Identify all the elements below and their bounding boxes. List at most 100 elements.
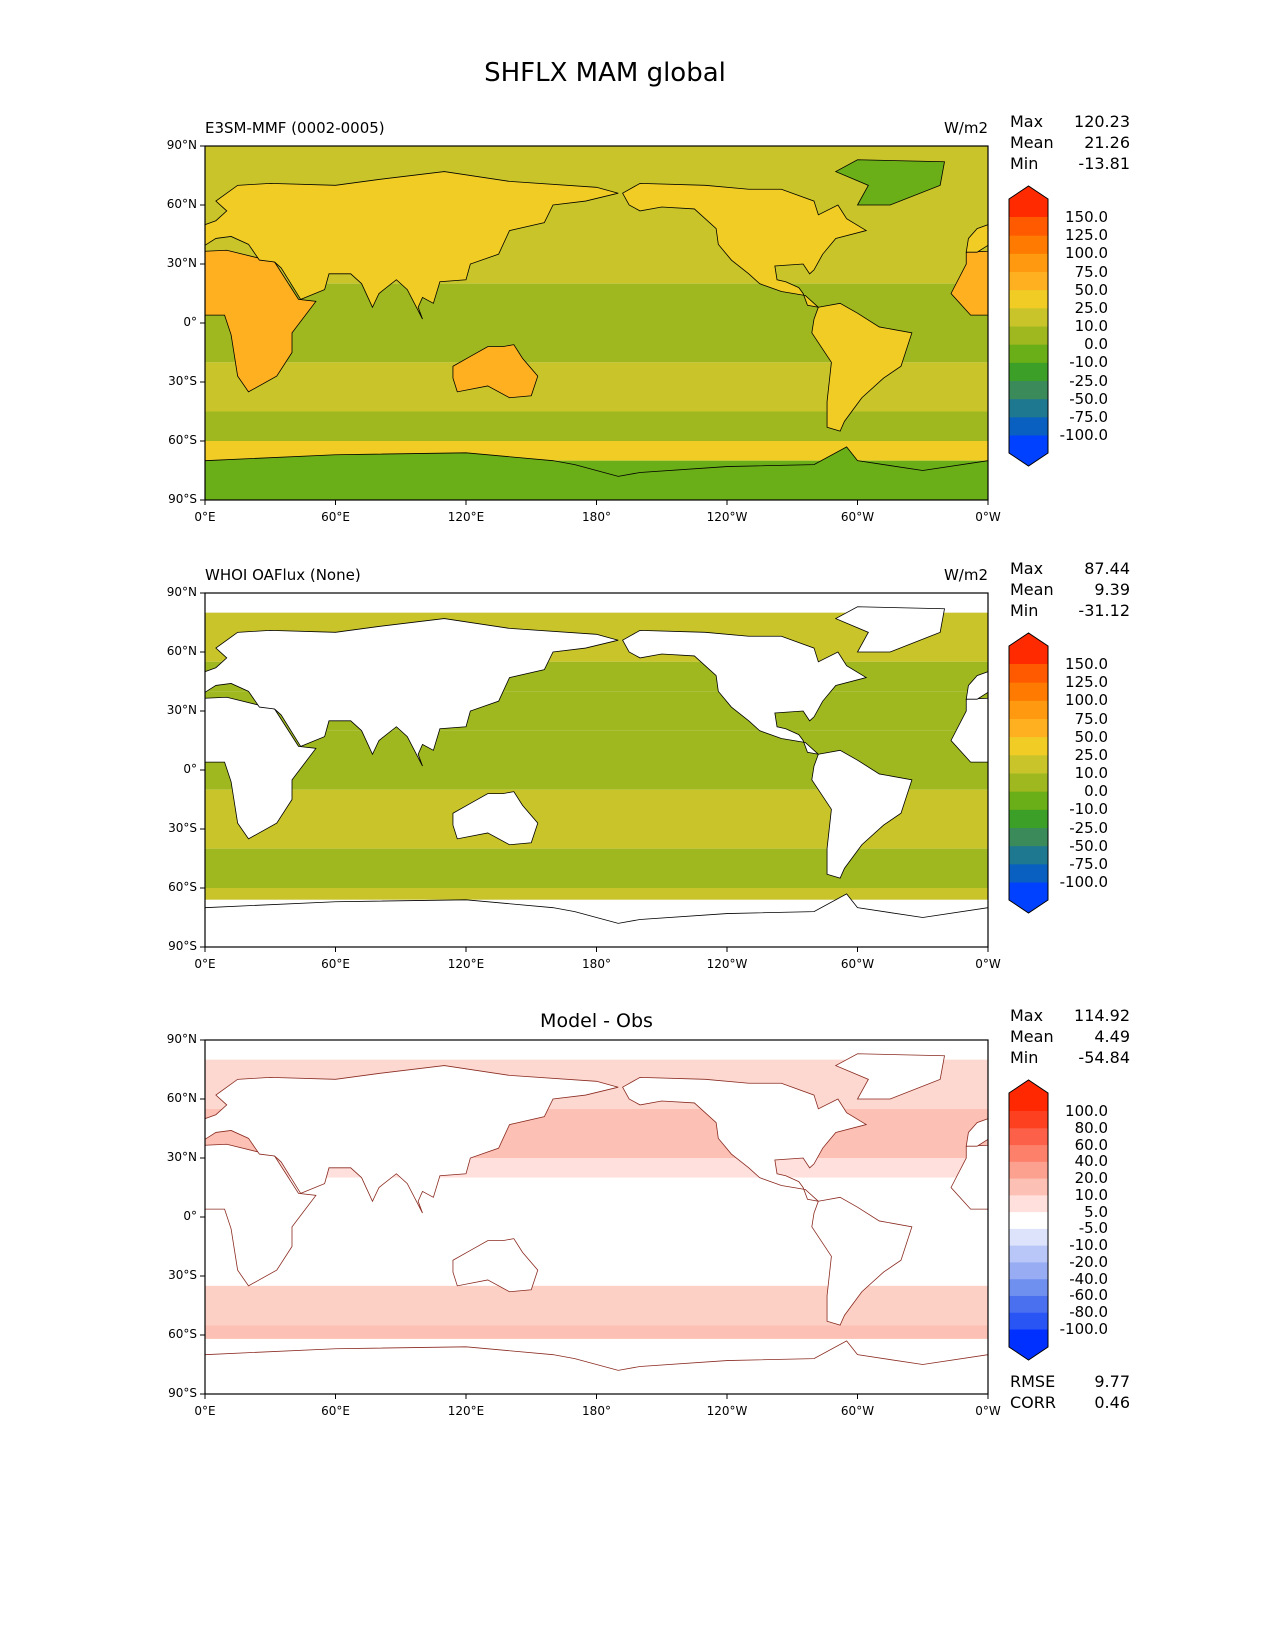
colorbar-bin	[1009, 700, 1048, 719]
colorbar-tick-label: -5.0	[1078, 1219, 1108, 1238]
colorbar-bin	[1009, 253, 1048, 272]
y-tick-label: 60°N	[166, 644, 197, 658]
colorbar-bin	[1009, 380, 1048, 400]
colorbar-tick-label: 50.0	[1074, 727, 1108, 746]
colorbar-bin	[1009, 754, 1048, 774]
colorbar-bin	[1009, 398, 1048, 418]
x-tick-label: 0°E	[194, 1404, 216, 1418]
colorbar-outline	[1008, 185, 1049, 467]
coastline-africa	[950, 1144, 988, 1210]
y-tick-label: 60°N	[166, 1091, 197, 1105]
stat-label: Min	[1010, 601, 1039, 620]
colorbar-tick-label: 80.0	[1074, 1118, 1108, 1137]
coastline-africa	[205, 249, 317, 393]
panel-title: E3SM-MMF (0002-0005)	[205, 119, 385, 137]
colorbar-tick-label: -20.0	[1069, 1252, 1108, 1271]
colorbar-bin	[1009, 1178, 1048, 1196]
stat-label: Mean	[1010, 133, 1054, 152]
colorbar-bin	[1009, 289, 1048, 309]
y-tick-label: 60°S	[168, 433, 197, 447]
colorbar	[1008, 632, 1049, 914]
colorbar-bin	[1009, 235, 1048, 254]
contour-band	[205, 1285, 988, 1326]
coastline-eurasia	[965, 671, 988, 700]
stat-value: -54.84	[1078, 1048, 1130, 1067]
coastline-eurasia	[205, 171, 619, 320]
contour-band	[205, 1325, 988, 1339]
y-tick-label: 90°S	[168, 939, 197, 953]
x-tick-label: 0°W	[975, 957, 1001, 971]
y-tick-label: 0°	[183, 315, 197, 329]
coastline-antarctica	[205, 893, 988, 947]
stat-label: Min	[1010, 154, 1039, 173]
colorbar-bin	[1009, 1127, 1048, 1146]
x-tick-label: 120°W	[706, 1404, 748, 1418]
coastline-eurasia	[205, 1065, 619, 1214]
colorbar-bin	[1009, 1245, 1048, 1263]
colorbar-bin	[1009, 773, 1048, 792]
coastline-australia	[452, 1238, 539, 1293]
coastline-africa	[205, 696, 317, 840]
x-tick-label: 60°W	[840, 510, 875, 524]
coastline-namerica	[622, 182, 868, 308]
colorbar-bin	[1009, 416, 1048, 436]
x-tick-label: 180°	[582, 510, 611, 524]
x-tick-label: 60°E	[321, 1404, 350, 1418]
colorbar-bin	[1009, 1211, 1048, 1229]
y-tick-label: 30°N	[166, 703, 197, 717]
coastline-samerica	[811, 302, 913, 432]
stat-label: Min	[1010, 1048, 1039, 1067]
map-panel-1	[205, 146, 1275, 500]
stat-label: Max	[1010, 112, 1044, 131]
coastline-australia	[1236, 345, 1275, 398]
colorbar	[1008, 185, 1049, 467]
colorbar-bin	[1009, 1111, 1048, 1129]
y-tick-label: 30°S	[168, 1268, 197, 1282]
coastline-africa	[205, 1143, 317, 1287]
colorbar-bin	[1009, 682, 1048, 701]
panel-title: WHOI OAFlux (None)	[205, 566, 361, 584]
colorbar-tick-label: -75.0	[1069, 407, 1108, 426]
coastline-africa	[950, 697, 988, 763]
stat-label: Mean	[1010, 1027, 1054, 1046]
coastline-namerica	[622, 1076, 868, 1202]
colorbar-extend-max	[1009, 1080, 1048, 1111]
y-tick-label: 30°N	[166, 1150, 197, 1164]
y-tick-label: 90°S	[168, 1386, 197, 1400]
x-tick-label: 0°W	[975, 510, 1001, 524]
colorbar-bin	[1009, 791, 1048, 810]
stat-label: CORR	[1010, 1393, 1056, 1412]
colorbar-tick-label: -50.0	[1069, 836, 1108, 855]
coastline-australia	[452, 791, 539, 846]
x-tick-label: 60°W	[840, 957, 875, 971]
colorbar-tick-label: 25.0	[1074, 298, 1108, 317]
x-tick-label: 0°E	[194, 510, 216, 524]
y-tick-label: 90°N	[166, 585, 197, 599]
coastline-eurasia	[205, 618, 619, 767]
y-tick-label: 30°N	[166, 256, 197, 270]
y-tick-label: 90°S	[168, 492, 197, 506]
stat-label: Mean	[1010, 580, 1054, 599]
colorbar-tick-label: -100.0	[1059, 426, 1108, 444]
colorbar-bin	[1009, 326, 1048, 345]
coastline-samerica	[811, 1196, 913, 1326]
y-tick-label: 0°	[183, 1209, 197, 1223]
colorbar-extend-max	[1009, 633, 1048, 664]
colorbar-bin	[1009, 845, 1048, 865]
colorbar-bin	[1009, 1295, 1048, 1313]
colorbar-tick-label: 100.0	[1065, 244, 1108, 263]
colorbar-tick-label: 125.0	[1065, 226, 1108, 245]
coastline-australia	[452, 344, 539, 399]
colorbar-tick-label: 20.0	[1074, 1169, 1108, 1188]
y-tick-label: 90°N	[166, 138, 197, 152]
coastline-eurasia	[965, 1118, 988, 1147]
colorbar-tick-label: 125.0	[1065, 673, 1108, 692]
x-tick-label: 120°E	[447, 510, 485, 524]
panel-title: Model - Obs	[540, 1010, 653, 1032]
colorbar-extend-min	[1009, 1329, 1048, 1360]
colorbar-outline	[1008, 632, 1049, 914]
colorbar-extend-min	[1009, 882, 1048, 913]
coastline-antarctica	[205, 446, 988, 500]
x-tick-label: 120°W	[706, 510, 748, 524]
